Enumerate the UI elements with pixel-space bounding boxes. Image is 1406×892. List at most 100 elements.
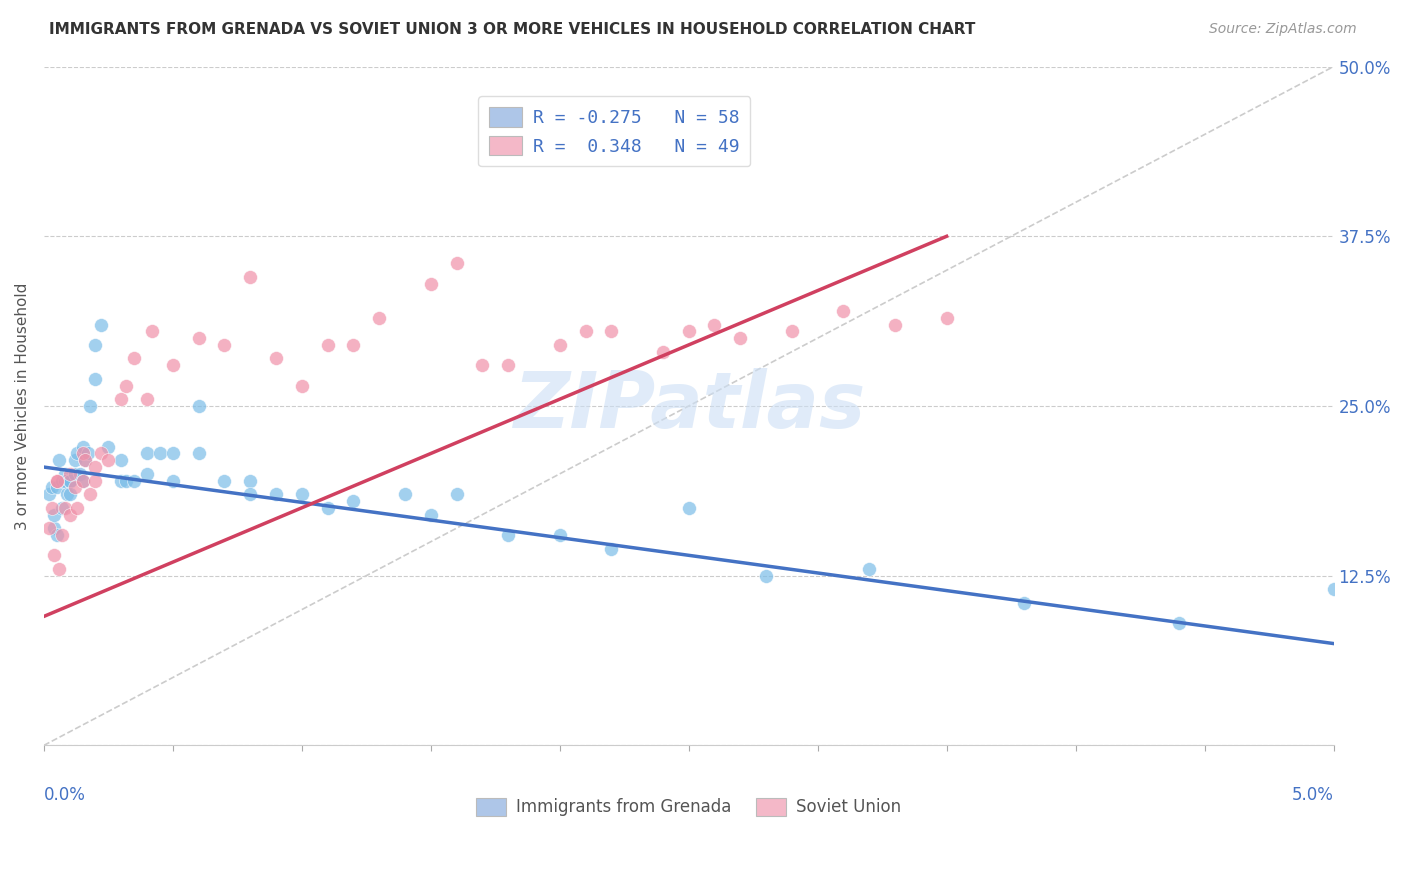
Text: 5.0%: 5.0% [1292, 786, 1333, 804]
Point [291, 378, 314, 392]
Point [76, 446, 98, 460]
Point [935, 310, 957, 325]
Point [239, 270, 262, 285]
Point [446, 256, 468, 270]
Point [84, 474, 107, 488]
Point [496, 358, 519, 372]
Point [419, 277, 441, 291]
Point [110, 392, 132, 407]
Point [264, 487, 287, 501]
Point [59, 474, 82, 488]
Point [187, 331, 209, 345]
Point [600, 541, 623, 556]
Point [162, 446, 184, 460]
Point [187, 399, 209, 413]
Point [651, 344, 673, 359]
Point [72, 446, 94, 460]
Point [136, 446, 159, 460]
Point [41, 500, 63, 515]
Point [63, 480, 86, 494]
Point [239, 474, 262, 488]
Point [122, 351, 145, 366]
Point [79, 399, 101, 413]
Point [703, 318, 725, 332]
Point [548, 528, 571, 542]
Point [41, 480, 63, 494]
Point [122, 474, 145, 488]
Point [678, 500, 700, 515]
Point [730, 331, 752, 345]
Point [72, 440, 94, 454]
Point [600, 324, 623, 338]
Point [115, 474, 138, 488]
Point [368, 310, 391, 325]
Point [316, 338, 339, 352]
Point [1322, 582, 1344, 597]
Point [548, 338, 571, 352]
Point [574, 324, 596, 338]
Point [56, 487, 79, 501]
Point [832, 304, 855, 318]
Point [162, 474, 184, 488]
Point [75, 453, 97, 467]
Point [66, 500, 89, 515]
Point [136, 467, 159, 481]
Legend: Immigrants from Grenada, Soviet Union: Immigrants from Grenada, Soviet Union [470, 791, 908, 823]
Point [678, 324, 700, 338]
Point [44, 549, 66, 563]
Point [51, 474, 73, 488]
Point [858, 562, 880, 576]
Point [187, 446, 209, 460]
Point [110, 453, 132, 467]
Point [264, 351, 287, 366]
Point [44, 508, 66, 522]
Point [45, 528, 67, 542]
Point [53, 467, 76, 481]
Text: ZIPatlas: ZIPatlas [513, 368, 865, 444]
Point [149, 446, 172, 460]
Point [79, 487, 101, 501]
Point [97, 440, 120, 454]
Point [59, 508, 82, 522]
Point [59, 474, 82, 488]
Point [59, 487, 82, 501]
Point [45, 474, 67, 488]
Point [45, 474, 67, 488]
Point [1012, 596, 1035, 610]
Point [136, 392, 159, 407]
Point [97, 453, 120, 467]
Point [48, 562, 70, 576]
Point [51, 528, 73, 542]
Point [72, 474, 94, 488]
Point [162, 358, 184, 372]
Point [69, 467, 91, 481]
Point [90, 318, 112, 332]
Point [780, 324, 803, 338]
Text: Source: ZipAtlas.com: Source: ZipAtlas.com [1209, 22, 1357, 37]
Point [75, 453, 97, 467]
Y-axis label: 3 or more Vehicles in Household: 3 or more Vehicles in Household [15, 282, 30, 530]
Text: 0.0%: 0.0% [44, 786, 86, 804]
Point [471, 358, 494, 372]
Point [884, 318, 907, 332]
Text: IMMIGRANTS FROM GRENADA VS SOVIET UNION 3 OR MORE VEHICLES IN HOUSEHOLD CORRELAT: IMMIGRANTS FROM GRENADA VS SOVIET UNION … [49, 22, 976, 37]
Point [316, 500, 339, 515]
Point [84, 338, 107, 352]
Point [115, 378, 138, 392]
Point [496, 528, 519, 542]
Point [84, 460, 107, 475]
Point [59, 467, 82, 481]
Point [342, 338, 364, 352]
Point [214, 338, 236, 352]
Point [44, 521, 66, 535]
Point [63, 467, 86, 481]
Point [446, 487, 468, 501]
Point [214, 474, 236, 488]
Point [90, 446, 112, 460]
Point [72, 474, 94, 488]
Point [66, 446, 89, 460]
Point [63, 453, 86, 467]
Point [141, 324, 163, 338]
Point [38, 487, 60, 501]
Point [1167, 616, 1189, 631]
